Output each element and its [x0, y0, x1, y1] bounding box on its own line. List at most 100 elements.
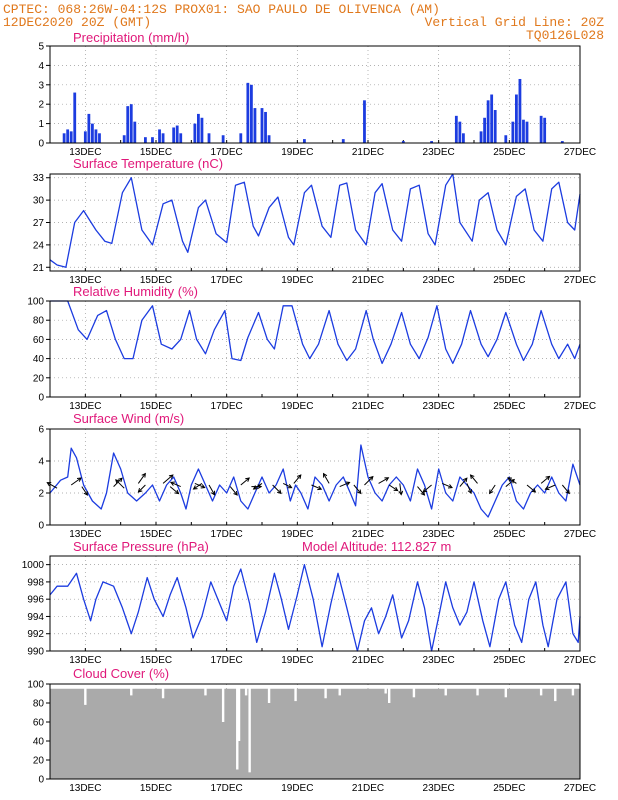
y-tick-label: 4: [38, 457, 44, 468]
wind-direction-arrow: [422, 484, 432, 493]
wind-direction-arrow: [442, 482, 453, 489]
cloud-frame: [49, 683, 581, 780]
wind-direction-arrow: [137, 472, 146, 484]
precip-bar: [133, 121, 137, 143]
wind-arrow-head: [233, 490, 238, 496]
pressure-frame: [49, 555, 581, 652]
cloud-panel: 13DEC 15DEC 17DEC 19DEC 21DEC 23DEC 25DEC 27DEC…: [27, 680, 596, 795]
wind-arrow-shaft: [540, 476, 550, 484]
x-tick-label: 27DEC: [564, 783, 596, 794]
wind-line: [49, 444, 581, 518]
cloud-cover-dip: [248, 684, 251, 773]
precip-bar: [363, 100, 366, 143]
wind-direction-arrow: [507, 477, 517, 484]
y-tick-label: 5: [38, 42, 44, 53]
y-tick-label: 60: [33, 335, 45, 346]
wind-arrow-head: [141, 472, 146, 478]
y-tick-label: 998: [27, 577, 44, 588]
x-tick-label: 13DEC: [69, 401, 101, 412]
y-tick-label: 24: [33, 240, 45, 251]
precip-bar: [126, 106, 130, 143]
cloud-cover-dip: [384, 684, 387, 694]
wind-arrow-shaft: [229, 486, 238, 496]
precip-bar: [94, 129, 98, 143]
precip-bar: [158, 129, 161, 143]
wind-arrow-head: [345, 481, 351, 486]
precip-bar: [179, 133, 183, 143]
wind-direction-arrow: [137, 484, 146, 493]
humidity-line: [50, 300, 581, 365]
wind-direction-arrow: [561, 484, 571, 495]
precip-bar: [493, 110, 497, 143]
wind-direction-arrow: [229, 486, 238, 496]
wind-arrow-head: [192, 485, 198, 490]
humidity-panel: 13DEC 15DEC 17DEC 19DEC 21DEC 23DEC 25DEC 27DEC…: [27, 297, 596, 413]
wind-arrow-head: [296, 474, 302, 480]
temperature-frame: [49, 173, 581, 272]
wind-arrow-shaft: [545, 484, 556, 490]
wind-arrow-head: [489, 489, 494, 495]
x-tick-label: 23DEC: [423, 529, 455, 540]
x-tick-label: 25DEC: [493, 783, 525, 794]
pressure-title: Surface Pressure (hPa): [73, 539, 209, 554]
cloud-cover-dip: [412, 684, 416, 698]
precip-bar: [303, 139, 306, 143]
x-tick-label: 19DEC: [281, 147, 313, 158]
x-tick-label: 13DEC: [69, 275, 101, 286]
precip-bar: [462, 133, 465, 143]
wind-arrow-shaft: [137, 473, 146, 484]
y-tick-label: 996: [27, 595, 44, 606]
wind-arrow-shaft: [169, 486, 179, 494]
x-tick-label: 25DEC: [493, 401, 525, 412]
wind-arrow-head: [544, 485, 550, 491]
x-tick-label: 27DEC: [564, 655, 596, 666]
pressure-line: [49, 563, 581, 652]
wind-direction-arrow: [293, 474, 302, 484]
precip-bar: [458, 121, 462, 143]
wind-arrow-head: [287, 484, 293, 489]
cloud-cover-dip: [571, 684, 575, 696]
wind-arrow-shaft: [253, 482, 263, 490]
header-grid-line: Vertical Grid Line: 20Z: [425, 15, 605, 30]
wind-arrow-shaft: [422, 484, 432, 493]
precip-title: Precipitation (mm/h): [73, 30, 189, 45]
x-tick-label: 21DEC: [352, 275, 384, 286]
cloud-cover-area: [50, 688, 580, 779]
wind-arrow-shaft: [282, 482, 292, 489]
y-tick-label: 990: [27, 647, 44, 658]
header-station-line: CPTEC: 068:26W-04:12S PROX01: SAO PAULO …: [3, 2, 440, 17]
precip-bar: [200, 117, 204, 143]
wind-direction-arrow: [194, 482, 206, 489]
precip-bar: [522, 119, 525, 143]
x-tick-label: 15DEC: [140, 655, 172, 666]
x-tick-label: 13DEC: [69, 529, 101, 540]
wind-arrow-shaft: [240, 477, 250, 486]
wind-arrow-shaft: [442, 482, 453, 489]
y-tick-label: 80: [33, 316, 45, 327]
wind-arrow-shaft: [378, 477, 389, 484]
precip-bar: [66, 129, 70, 143]
precip-bar: [490, 94, 494, 143]
cloud-cover-dip: [444, 684, 447, 696]
wind-arrow-shaft: [311, 484, 322, 490]
x-tick-label: 23DEC: [423, 147, 455, 158]
y-tick-label: 20: [33, 373, 45, 384]
x-tick-label: 21DEC: [352, 147, 384, 158]
wind-arrow-shaft: [339, 481, 350, 488]
x-tick-label: 23DEC: [423, 783, 455, 794]
cloud-cover-dip: [236, 684, 239, 770]
x-tick-label: 19DEC: [281, 655, 313, 666]
x-tick-label: 15DEC: [140, 147, 172, 158]
wind-direction-arrow: [469, 474, 478, 484]
y-tick-label: 0: [38, 521, 44, 532]
wind-direction-arrow: [489, 484, 496, 495]
precip-bar: [221, 135, 225, 143]
wind-arrow-head: [76, 477, 82, 482]
y-tick-label: 21: [33, 263, 45, 274]
wind-arrow-shaft: [323, 473, 330, 484]
cloud-cover-dip: [504, 684, 507, 698]
x-tick-label: 13DEC: [69, 783, 101, 794]
wind-arrow-shaft: [526, 484, 536, 493]
wind-arrow-shaft: [162, 474, 174, 484]
